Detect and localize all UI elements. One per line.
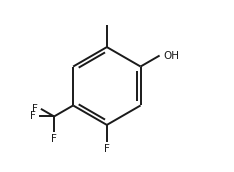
Text: OH: OH [164,51,180,61]
Text: F: F [30,111,36,121]
Text: F: F [51,134,57,144]
Text: F: F [33,104,38,114]
Text: F: F [104,144,110,154]
